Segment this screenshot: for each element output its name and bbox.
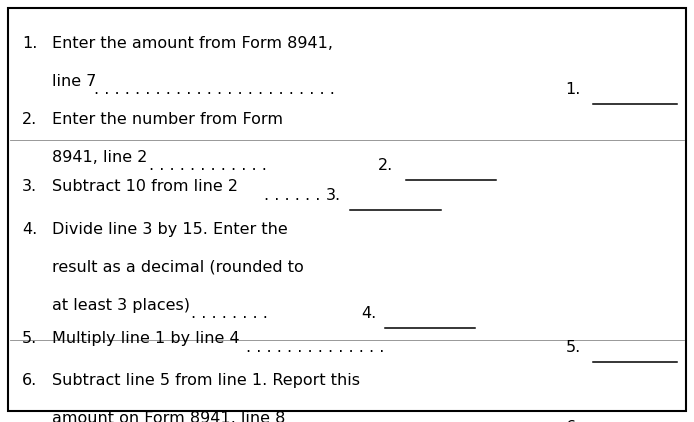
Text: . . . . . . . . . . . . . . . . . . . . . . . .: . . . . . . . . . . . . . . . . . . . . …: [94, 82, 335, 97]
FancyBboxPatch shape: [8, 8, 686, 411]
Text: . . . . . . . .: . . . . . . . .: [191, 306, 268, 321]
Text: . . . . . . . . . . . .: . . . . . . . . . . . .: [149, 158, 267, 173]
Text: 2.: 2.: [22, 112, 37, 127]
Text: amount on Form 8941, line 8: amount on Form 8941, line 8: [52, 411, 285, 422]
Text: 6.: 6.: [566, 420, 581, 422]
Text: . . . . . . . . . .: . . . . . . . . . .: [264, 420, 361, 422]
Text: 3.: 3.: [22, 179, 37, 195]
Text: Enter the number from Form: Enter the number from Form: [52, 112, 283, 127]
Text: 6.: 6.: [22, 373, 37, 389]
Text: line 7: line 7: [52, 74, 96, 89]
Text: . . . . . . . . . . . . . .: . . . . . . . . . . . . . .: [246, 340, 384, 355]
Text: Multiply line 1 by line 4: Multiply line 1 by line 4: [52, 331, 239, 346]
Text: Subtract 10 from line 2: Subtract 10 from line 2: [52, 179, 238, 195]
Text: result as a decimal (rounded to: result as a decimal (rounded to: [52, 260, 304, 275]
Text: 1.: 1.: [22, 36, 37, 51]
Text: Subtract line 5 from line 1. Report this: Subtract line 5 from line 1. Report this: [52, 373, 360, 389]
Text: 4.: 4.: [361, 306, 376, 321]
Text: . . . . . .: . . . . . .: [264, 188, 320, 203]
Text: Enter the amount from Form 8941,: Enter the amount from Form 8941,: [52, 36, 333, 51]
Text: 4.: 4.: [22, 222, 37, 237]
Text: 5.: 5.: [566, 340, 581, 355]
Text: 3.: 3.: [326, 188, 341, 203]
Text: 8941, line 2: 8941, line 2: [52, 150, 147, 165]
Text: at least 3 places): at least 3 places): [52, 298, 190, 313]
Text: Divide line 3 by 15. Enter the: Divide line 3 by 15. Enter the: [52, 222, 288, 237]
Text: 2.: 2.: [378, 158, 393, 173]
Text: 1.: 1.: [566, 82, 581, 97]
Text: 5.: 5.: [22, 331, 37, 346]
